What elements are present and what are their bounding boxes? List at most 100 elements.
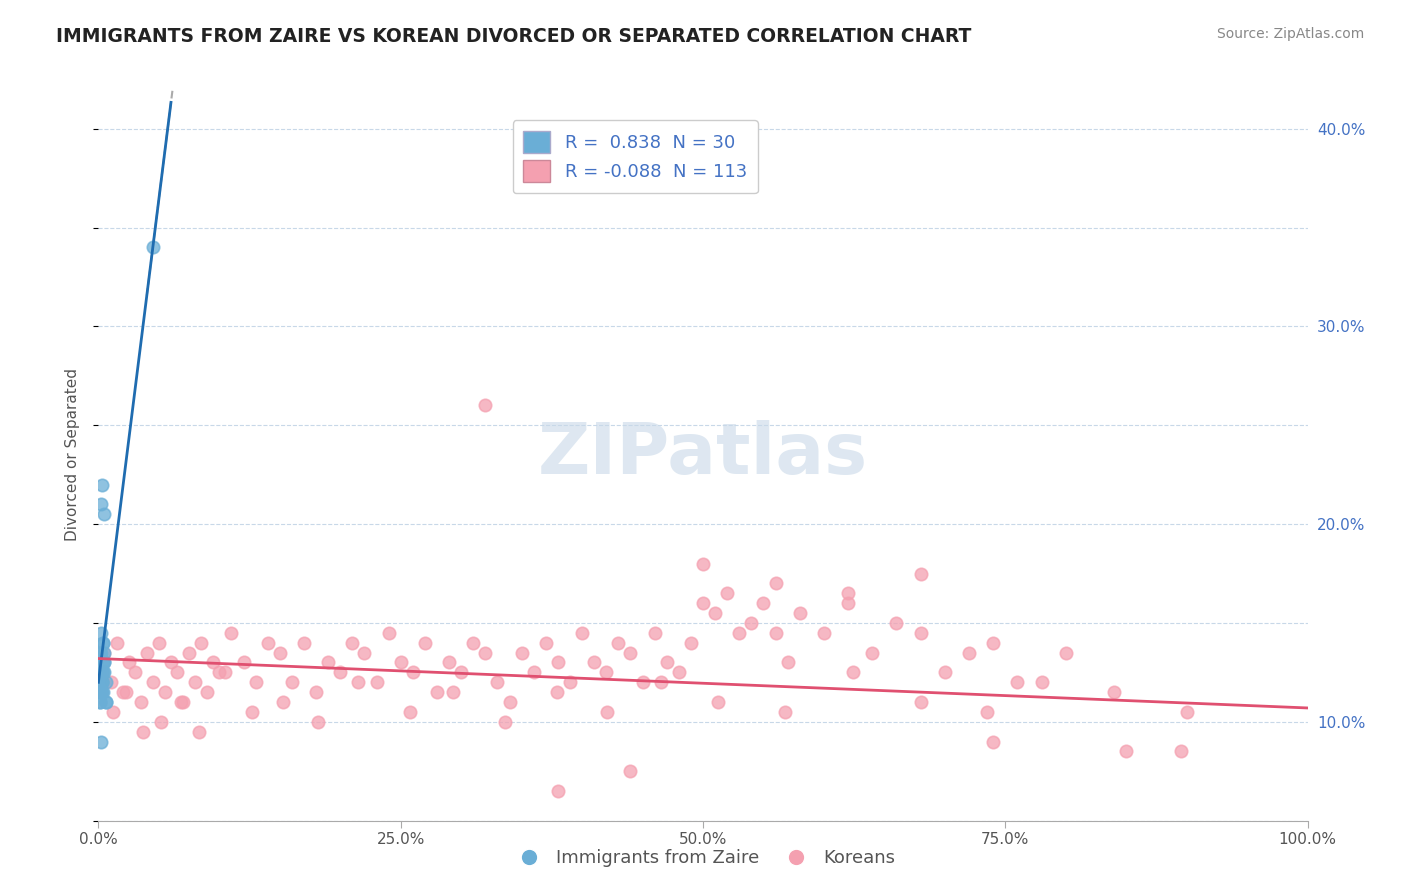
Point bbox=[89, 685, 111, 699]
Point bbox=[494, 714, 516, 729]
Point bbox=[91, 656, 114, 670]
Point bbox=[474, 399, 496, 413]
Point bbox=[93, 507, 115, 521]
Point bbox=[957, 646, 980, 660]
Point bbox=[111, 685, 134, 699]
Point bbox=[596, 705, 619, 719]
Point bbox=[510, 646, 533, 660]
Point bbox=[195, 685, 218, 699]
Legend: Immigrants from Zaire, Koreans: Immigrants from Zaire, Koreans bbox=[503, 842, 903, 874]
Point bbox=[976, 705, 998, 719]
Point bbox=[1054, 646, 1077, 660]
Point bbox=[256, 636, 278, 650]
Point bbox=[91, 685, 114, 699]
Point bbox=[93, 665, 115, 680]
Point bbox=[546, 685, 568, 699]
Point bbox=[377, 625, 399, 640]
Point bbox=[135, 646, 157, 660]
Point bbox=[90, 497, 112, 511]
Point bbox=[172, 695, 194, 709]
Point bbox=[91, 665, 114, 680]
Point bbox=[860, 646, 883, 660]
Point bbox=[619, 764, 641, 779]
Point bbox=[93, 646, 115, 660]
Point bbox=[90, 734, 112, 748]
Point bbox=[644, 625, 666, 640]
Point bbox=[169, 695, 191, 709]
Point bbox=[118, 656, 141, 670]
Point bbox=[142, 240, 165, 254]
Point bbox=[94, 695, 117, 709]
Point bbox=[595, 665, 617, 680]
Point bbox=[413, 636, 436, 650]
Point bbox=[214, 665, 236, 680]
Point bbox=[631, 675, 654, 690]
Point bbox=[450, 665, 472, 680]
Point bbox=[115, 685, 138, 699]
Point bbox=[399, 705, 422, 719]
Point bbox=[426, 685, 449, 699]
Text: Source: ZipAtlas.com: Source: ZipAtlas.com bbox=[1216, 27, 1364, 41]
Point bbox=[232, 656, 254, 670]
Point bbox=[90, 625, 112, 640]
Point bbox=[93, 646, 115, 660]
Point bbox=[981, 734, 1004, 748]
Point bbox=[240, 705, 263, 719]
Point bbox=[94, 675, 117, 690]
Point bbox=[547, 656, 569, 670]
Point bbox=[441, 685, 464, 699]
Point bbox=[89, 695, 111, 709]
Point bbox=[101, 705, 124, 719]
Point bbox=[692, 596, 714, 610]
Point bbox=[1115, 744, 1137, 758]
Point bbox=[402, 665, 425, 680]
Point bbox=[498, 695, 520, 709]
Point bbox=[886, 615, 908, 630]
Point bbox=[179, 646, 201, 660]
Point bbox=[837, 596, 859, 610]
Point bbox=[655, 656, 678, 670]
Point bbox=[132, 724, 155, 739]
Y-axis label: Divorced or Separated: Divorced or Separated bbox=[65, 368, 80, 541]
Point bbox=[486, 675, 509, 690]
Point bbox=[692, 557, 714, 571]
Point bbox=[94, 695, 117, 709]
Point bbox=[934, 665, 956, 680]
Point bbox=[91, 477, 114, 491]
Point bbox=[752, 596, 775, 610]
Point bbox=[547, 784, 569, 798]
Point bbox=[221, 625, 243, 640]
Point bbox=[1102, 685, 1125, 699]
Point bbox=[91, 665, 114, 680]
Point bbox=[93, 656, 115, 670]
Point bbox=[1170, 744, 1192, 758]
Point bbox=[776, 656, 799, 670]
Point bbox=[89, 665, 111, 680]
Point bbox=[124, 665, 146, 680]
Text: IMMIGRANTS FROM ZAIRE VS KOREAN DIVORCED OR SEPARATED CORRELATION CHART: IMMIGRANTS FROM ZAIRE VS KOREAN DIVORCED… bbox=[56, 27, 972, 45]
Point bbox=[281, 675, 304, 690]
Point bbox=[366, 675, 388, 690]
Point bbox=[437, 656, 460, 670]
Point bbox=[90, 685, 112, 699]
Point bbox=[910, 695, 932, 709]
Point bbox=[91, 675, 114, 690]
Point bbox=[150, 714, 173, 729]
Point bbox=[981, 636, 1004, 650]
Point bbox=[202, 656, 225, 670]
Point bbox=[558, 675, 581, 690]
Point bbox=[100, 675, 122, 690]
Point bbox=[342, 636, 364, 650]
Point bbox=[728, 625, 751, 640]
Point bbox=[292, 636, 315, 650]
Point bbox=[813, 625, 835, 640]
Point bbox=[571, 625, 593, 640]
Point bbox=[105, 636, 128, 650]
Point bbox=[765, 625, 787, 640]
Point bbox=[463, 636, 485, 650]
Point bbox=[842, 665, 865, 680]
Point bbox=[187, 724, 209, 739]
Point bbox=[619, 646, 641, 660]
Point bbox=[740, 615, 762, 630]
Point bbox=[153, 685, 176, 699]
